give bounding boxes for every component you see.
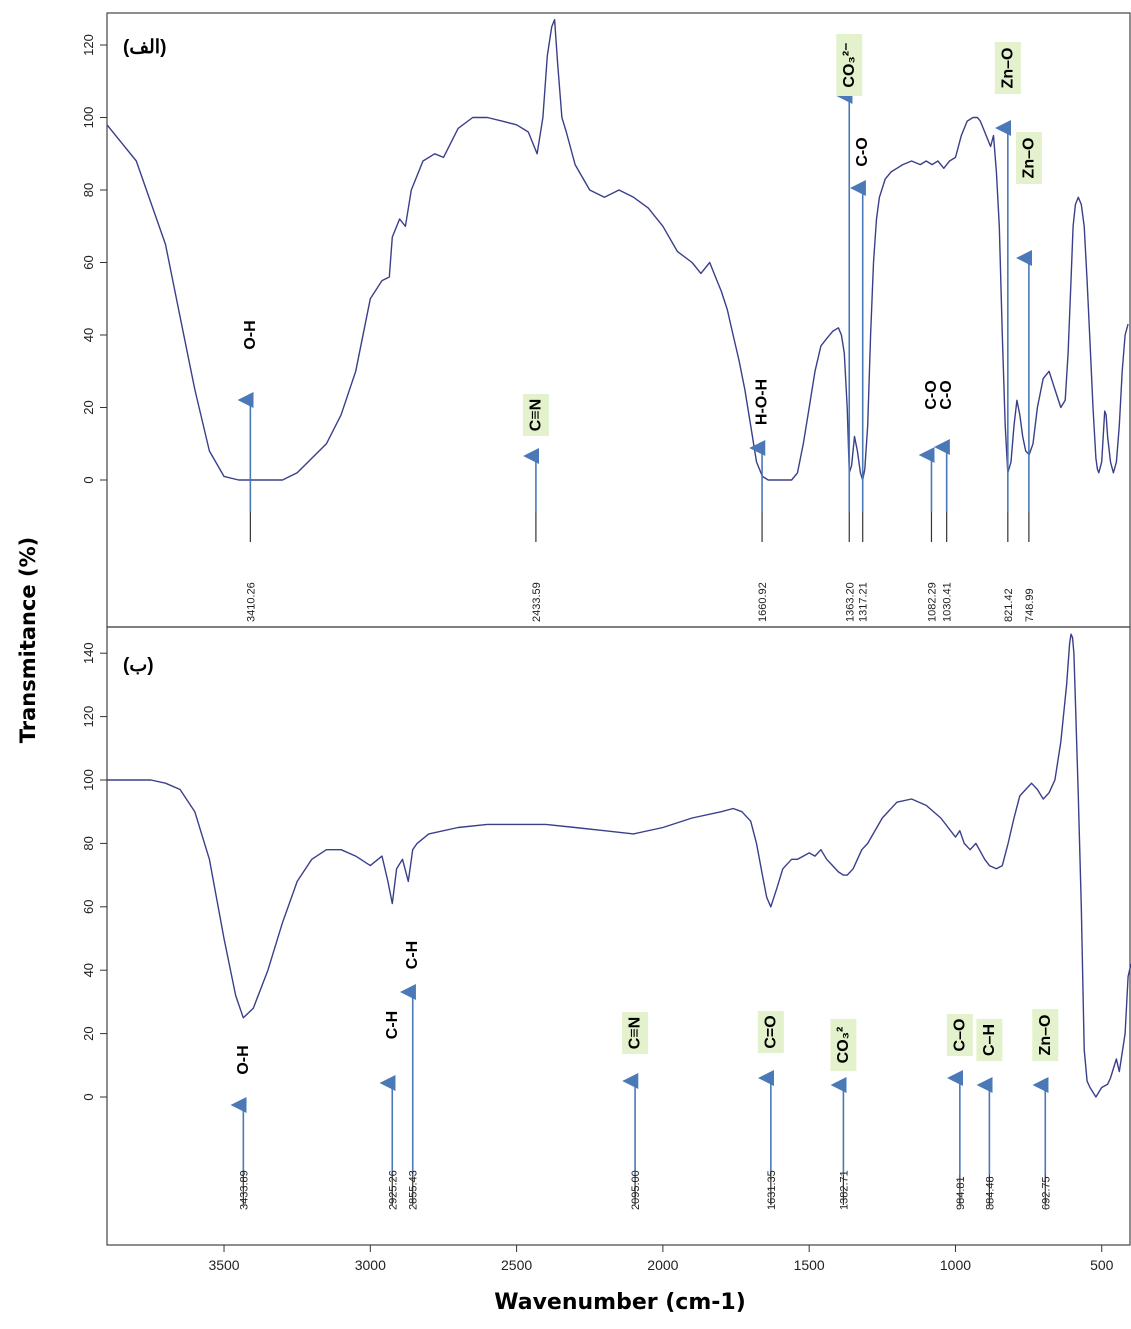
peak-value-label: 748.99 bbox=[1024, 588, 1036, 622]
peak-value-label: 3410.26 bbox=[245, 582, 257, 622]
group-label: C≡N bbox=[627, 1017, 644, 1049]
y-tick-label: 20 bbox=[81, 1026, 96, 1040]
y-tick-label: 40 bbox=[81, 328, 96, 342]
x-tick-label: 1000 bbox=[940, 1257, 971, 1273]
peak-value-label: 1631.35 bbox=[766, 1170, 778, 1210]
panel-frame-beh bbox=[106, 626, 1131, 1246]
y-tick-label: 140 bbox=[81, 642, 96, 664]
y-tick-label: 120 bbox=[81, 34, 96, 56]
group-label: C-O bbox=[854, 137, 871, 166]
peak-value-label: 1082.29 bbox=[926, 582, 938, 622]
group-label: C≡N bbox=[527, 399, 544, 431]
x-tick-label: 500 bbox=[1090, 1257, 1114, 1273]
peak-value-label: 1660.92 bbox=[757, 582, 769, 622]
y-tick-label: 60 bbox=[81, 255, 96, 269]
group-label: C-H bbox=[384, 1011, 401, 1039]
y-tick-label: 60 bbox=[81, 900, 96, 914]
group-highlight bbox=[522, 394, 549, 436]
y-tick-label: 120 bbox=[81, 706, 96, 728]
y-tick-label: 80 bbox=[81, 183, 96, 197]
panel-label: (الف) bbox=[123, 37, 166, 58]
peak-value-label: 984.81 bbox=[955, 1176, 967, 1210]
group-label: C-O bbox=[938, 380, 955, 409]
group-label: C-H bbox=[404, 941, 421, 969]
group-label: CO₃²⁻ bbox=[841, 42, 858, 87]
y-axis-title: Transmitance (%) bbox=[8, 537, 48, 743]
peak-value-label: 3433.89 bbox=[238, 1170, 250, 1210]
y-tick-label: 80 bbox=[81, 836, 96, 850]
group-label: CO₃² bbox=[835, 1027, 852, 1064]
spectrum-line-beh bbox=[107, 633, 1131, 1098]
spectrum-line-alef bbox=[106, 18, 1129, 481]
group-highlight bbox=[946, 1014, 973, 1056]
peak-value-label: 1030.41 bbox=[942, 582, 954, 622]
y-tick-label: 20 bbox=[81, 400, 96, 414]
x-tick-label: 2500 bbox=[501, 1257, 532, 1273]
group-label: C–O bbox=[951, 1019, 968, 1052]
y-tick-label: 100 bbox=[81, 769, 96, 791]
group-highlight bbox=[830, 1019, 857, 1071]
group-highlight bbox=[757, 1011, 784, 1053]
peak-value-label: 2855.43 bbox=[408, 1170, 420, 1210]
peak-value-label: 2433.59 bbox=[531, 582, 543, 622]
x-tick-label: 3500 bbox=[208, 1257, 239, 1273]
panel-label: (ب) bbox=[123, 655, 154, 676]
peak-value-label: 2925.26 bbox=[387, 1170, 399, 1210]
x-tick-label: 1500 bbox=[794, 1257, 825, 1273]
peak-value-label: 884.48 bbox=[984, 1176, 996, 1210]
peak-value-label: 1363.20 bbox=[844, 582, 856, 622]
x-tick-label: 3000 bbox=[355, 1257, 386, 1273]
peak-value-label: 2095.00 bbox=[630, 1170, 642, 1210]
y-tick-label: 100 bbox=[81, 107, 96, 129]
peak-value-label: 1382.71 bbox=[838, 1170, 850, 1210]
group-highlight bbox=[994, 42, 1021, 94]
panel-frame-alef bbox=[106, 12, 1131, 628]
x-tick-label: 2000 bbox=[647, 1257, 678, 1273]
group-label: C–H bbox=[981, 1024, 998, 1056]
group-label: C-O bbox=[923, 380, 940, 409]
group-label: Zn–O bbox=[1020, 138, 1037, 179]
peak-value-label: 692.75 bbox=[1040, 1176, 1052, 1210]
group-label: Zn–O bbox=[1037, 1015, 1054, 1056]
peak-value-label: 1317.21 bbox=[858, 582, 870, 622]
y-tick-label: 40 bbox=[81, 963, 96, 977]
y-axis-title-text: Transmitance (%) bbox=[16, 536, 40, 744]
group-highlight bbox=[836, 34, 863, 96]
y-tick-label: 0 bbox=[81, 1093, 96, 1100]
group-highlight bbox=[1032, 1009, 1059, 1061]
group-highlight bbox=[976, 1019, 1003, 1061]
y-tick-label: 0 bbox=[81, 476, 96, 483]
group-label: H-O-H bbox=[754, 379, 771, 425]
group-highlight bbox=[1015, 132, 1042, 184]
group-label: O-H bbox=[235, 1045, 252, 1074]
group-label: Zn–O bbox=[999, 48, 1016, 89]
peak-value-label: 821.42 bbox=[1003, 588, 1015, 622]
group-label: C=O bbox=[762, 1015, 779, 1048]
group-highlight bbox=[622, 1012, 649, 1054]
group-label: O-H bbox=[242, 320, 259, 349]
x-axis-title: Wavenumber (cm-1) bbox=[494, 1290, 746, 1315]
